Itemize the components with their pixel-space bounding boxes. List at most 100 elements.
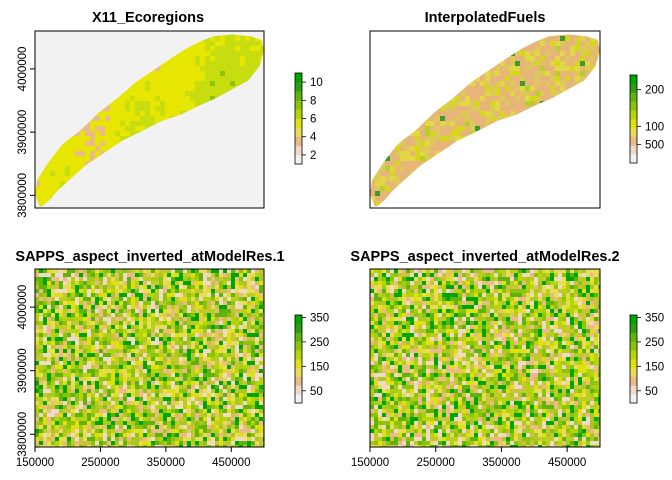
raster-cell [415, 66, 420, 71]
raster-cell [535, 176, 540, 181]
raster-cell [163, 341, 167, 345]
raster-cell [180, 106, 185, 111]
raster-cell [55, 361, 59, 365]
raster-cell [475, 121, 480, 126]
raster-cell [445, 181, 450, 186]
raster-cell [191, 329, 195, 333]
raster-cell [430, 141, 435, 146]
raster-cell [565, 96, 570, 101]
raster-cell [535, 196, 540, 201]
raster-cell [135, 285, 139, 289]
raster-cell [580, 146, 585, 151]
raster-cell [480, 156, 485, 161]
legend-tick-label: 6 [310, 114, 316, 126]
raster-cell [375, 141, 380, 146]
raster-cell [410, 191, 415, 196]
raster-cell [505, 171, 510, 176]
raster-cell [119, 357, 123, 361]
raster-cell [207, 273, 211, 277]
raster-cell [63, 305, 67, 309]
raster-cell [227, 301, 231, 305]
raster-cell [215, 269, 219, 273]
raster-cell [550, 186, 555, 191]
raster-cell [230, 51, 235, 56]
raster-cell [555, 34, 560, 36]
raster-cell [245, 71, 250, 76]
raster-cell [191, 341, 195, 345]
raster-cell [480, 34, 485, 36]
raster-cell [435, 66, 440, 71]
raster-cell [490, 196, 495, 201]
raster-cell [167, 277, 171, 281]
raster-cell [595, 71, 600, 76]
raster-cell [465, 34, 470, 36]
raster-cell [83, 301, 87, 305]
raster-cell [91, 289, 95, 293]
raster-cell [235, 317, 239, 321]
raster-cell [505, 156, 510, 161]
raster-cell [227, 317, 231, 321]
raster-cell [530, 181, 535, 186]
raster-cell [79, 281, 83, 285]
raster-cell [370, 86, 375, 91]
raster-cell [219, 285, 223, 289]
raster-cell [175, 337, 179, 341]
raster-cell [440, 71, 445, 76]
raster-cell [500, 151, 505, 156]
raster-cell [485, 141, 490, 146]
raster-cell [71, 313, 75, 317]
raster-cell [570, 171, 575, 176]
raster-cell [505, 96, 510, 101]
raster-cell [211, 293, 215, 297]
raster-cell [171, 313, 175, 317]
raster-cell [515, 191, 520, 196]
raster-cell [505, 81, 510, 86]
raster-cell [239, 361, 243, 365]
raster-cell [65, 171, 70, 176]
legend-swatch [295, 154, 302, 165]
raster-cell [135, 329, 139, 333]
raster-cell [500, 61, 505, 66]
raster-cell [390, 121, 395, 126]
raster-cell [160, 71, 165, 76]
raster-cell [150, 106, 155, 111]
raster-cell [79, 349, 83, 353]
raster-cell [259, 273, 263, 277]
raster-cell [165, 81, 170, 86]
raster-cell [255, 361, 259, 365]
raster-cell [131, 377, 135, 381]
raster-cell [100, 141, 105, 146]
raster-cell [435, 71, 440, 76]
raster-cell [187, 349, 191, 353]
raster-cell [385, 66, 390, 71]
raster-cell [83, 333, 87, 337]
raster-cell [139, 293, 143, 297]
raster-cell [35, 353, 39, 357]
raster-cell [525, 41, 530, 46]
raster-cell [115, 96, 120, 101]
raster-cell [231, 285, 235, 289]
raster-cell [119, 341, 123, 345]
raster-cell [115, 111, 120, 116]
raster-cell [550, 71, 555, 76]
raster-cell [203, 273, 207, 277]
raster-cell [390, 81, 395, 86]
raster-cell [251, 313, 255, 317]
raster-cell [119, 353, 123, 357]
raster-cell [250, 66, 255, 71]
raster-cell [580, 166, 585, 171]
raster-cell [243, 365, 247, 369]
raster-cell [470, 116, 475, 121]
raster-cell [485, 81, 490, 86]
raster-cell [207, 353, 211, 357]
raster-cell [370, 151, 375, 156]
raster-cell [199, 317, 203, 321]
raster-cell [39, 281, 43, 285]
raster-cell [35, 297, 39, 301]
raster-cell [485, 181, 490, 186]
raster-cell [139, 309, 143, 313]
raster-cell [475, 151, 480, 156]
raster-cell [390, 146, 395, 151]
raster-cell [255, 345, 259, 349]
raster-cell [540, 66, 545, 71]
